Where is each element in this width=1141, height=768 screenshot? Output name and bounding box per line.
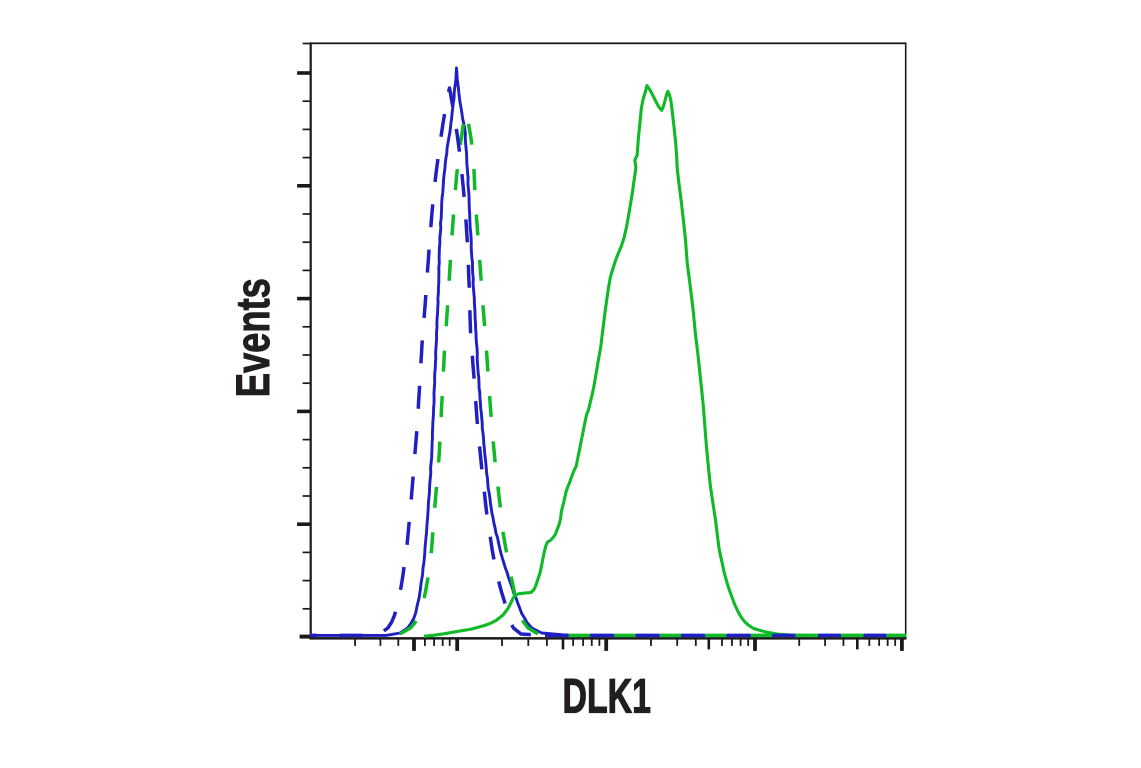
svg-text:Events: Events [226, 278, 279, 397]
svg-text:DLK1: DLK1 [563, 668, 651, 723]
